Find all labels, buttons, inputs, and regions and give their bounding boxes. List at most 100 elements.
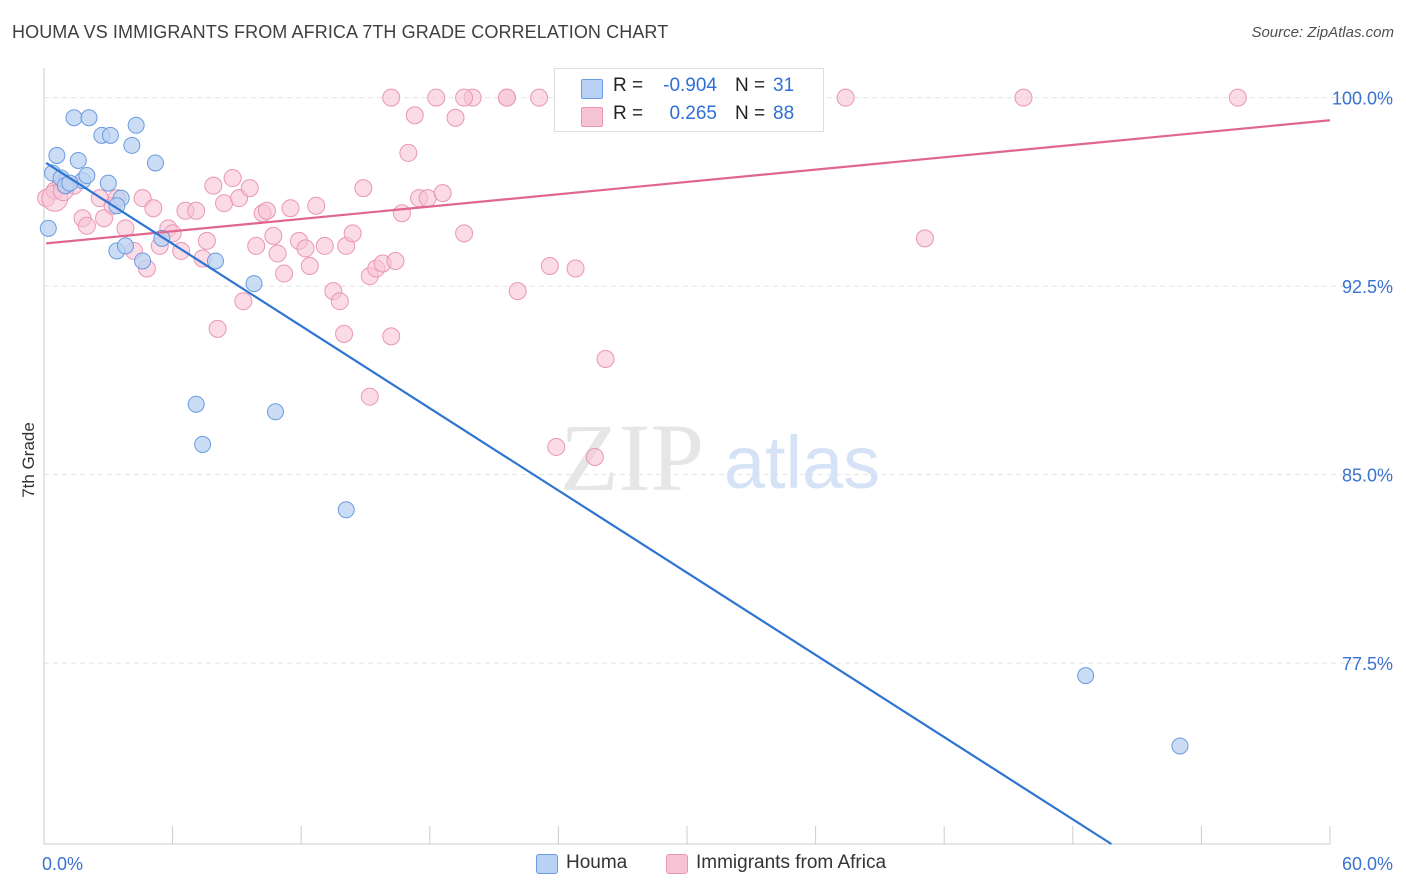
africa-point (360, 387, 379, 406)
africa-point (307, 196, 326, 215)
africa-point (836, 88, 855, 107)
africa-point (382, 327, 401, 346)
africa-point (497, 88, 516, 107)
houma-point (1171, 737, 1189, 755)
x-tick-label: 0.0% (42, 854, 83, 874)
africa-point (382, 88, 401, 107)
houma-point (101, 126, 119, 144)
r-label: R = (613, 75, 644, 96)
houma-point (123, 136, 141, 154)
africa-swatch (581, 107, 603, 127)
africa-point (1228, 88, 1247, 107)
houma-legend-label: Houma (566, 852, 628, 873)
africa-legend-label: Immigrants from Africa (696, 852, 887, 873)
africa-point (540, 257, 559, 276)
africa-point (335, 324, 354, 343)
africa-point (187, 201, 206, 220)
r-label: R = (613, 103, 644, 124)
houma-point (48, 146, 66, 164)
tick-labels: 100.0% 92.5% 85.0% 77.5% 0.0% 60.0% (42, 89, 1393, 874)
legend-row-houma: R = -0.904 N = 31 (555, 73, 823, 101)
africa-point (247, 236, 266, 255)
source-credit: Source: ZipAtlas.com (1251, 24, 1394, 41)
africa-point (300, 257, 319, 276)
africa-point (257, 201, 276, 220)
houma-point (194, 435, 212, 453)
houma-point (116, 237, 134, 255)
africa-point (281, 199, 300, 218)
houma-point (80, 109, 98, 127)
africa-point (208, 319, 227, 338)
africa-trend-line (46, 119, 1331, 245)
africa-legend-swatch (666, 854, 688, 874)
houma-point (127, 116, 145, 134)
houma-point (206, 252, 224, 270)
watermark-atlas: atlas (724, 421, 880, 504)
africa-point (455, 224, 474, 243)
stats-legend: R = -0.904 N = 31 R = 0.265 N = 88 (554, 68, 824, 132)
africa-point (197, 231, 216, 250)
africa-point (268, 244, 287, 263)
y-tick-label: 100.0% (1332, 89, 1393, 109)
africa-point (264, 226, 283, 245)
houma-point (69, 151, 87, 169)
africa-point (405, 106, 424, 125)
y-tick-label: 77.5% (1342, 654, 1393, 674)
africa-point (386, 251, 405, 270)
africa-point (223, 169, 242, 188)
houma-point (99, 174, 117, 192)
africa-point (234, 292, 253, 311)
n-label: N = (735, 75, 766, 96)
houma-point (266, 403, 284, 421)
africa-point (204, 176, 223, 195)
africa-point (433, 184, 452, 203)
r-value-houma: -0.904 (663, 75, 717, 96)
houma-legend-swatch (536, 854, 558, 874)
houma-trend-line (45, 162, 1112, 845)
africa-point (446, 108, 465, 127)
chart-title: HOUMA VS IMMIGRANTS FROM AFRICA 7TH GRAD… (12, 22, 669, 42)
y-tick-label: 92.5% (1342, 277, 1393, 297)
legend-row-africa: R = 0.265 N = 88 (555, 101, 823, 129)
houma-point (65, 109, 83, 127)
africa-point (330, 292, 349, 311)
watermark-zip: ZIP (560, 404, 704, 511)
africa-point (392, 204, 411, 223)
africa-point (530, 88, 549, 107)
africa-point (215, 194, 234, 213)
africa-point (95, 209, 114, 228)
houma-point (78, 167, 96, 185)
africa-point (399, 143, 418, 162)
africa-point (585, 448, 604, 466)
houma-swatch (581, 79, 603, 99)
africa-point (596, 349, 615, 368)
houma-point (187, 395, 205, 413)
houma-point (39, 219, 57, 237)
africa-point (275, 264, 294, 283)
africa-point (418, 189, 437, 208)
houma-point (134, 252, 152, 270)
africa-point (455, 88, 474, 107)
houma-point (1077, 667, 1095, 685)
trend-lines (45, 119, 1331, 845)
n-value-houma: 31 (773, 75, 795, 96)
x-tick-label: 60.0% (1342, 854, 1393, 874)
africa-point (427, 88, 446, 107)
africa-point (343, 224, 362, 243)
watermark: ZIP atlas (560, 404, 880, 511)
r-value-africa: 0.265 (669, 103, 717, 124)
africa-point (77, 216, 96, 235)
africa-point (508, 282, 527, 301)
africa-point (915, 229, 934, 248)
africa-point (240, 179, 259, 198)
n-label: N = (735, 103, 766, 124)
y-tick-label: 85.0% (1342, 466, 1393, 486)
y-axis-label: 7th Grade (19, 422, 38, 498)
africa-point (566, 259, 585, 278)
africa-point (1014, 88, 1033, 107)
africa-point (144, 199, 163, 218)
africa-point (547, 437, 566, 456)
bottom-legend: Houma Immigrants from Africa (0, 852, 1406, 878)
africa-point (354, 179, 373, 198)
